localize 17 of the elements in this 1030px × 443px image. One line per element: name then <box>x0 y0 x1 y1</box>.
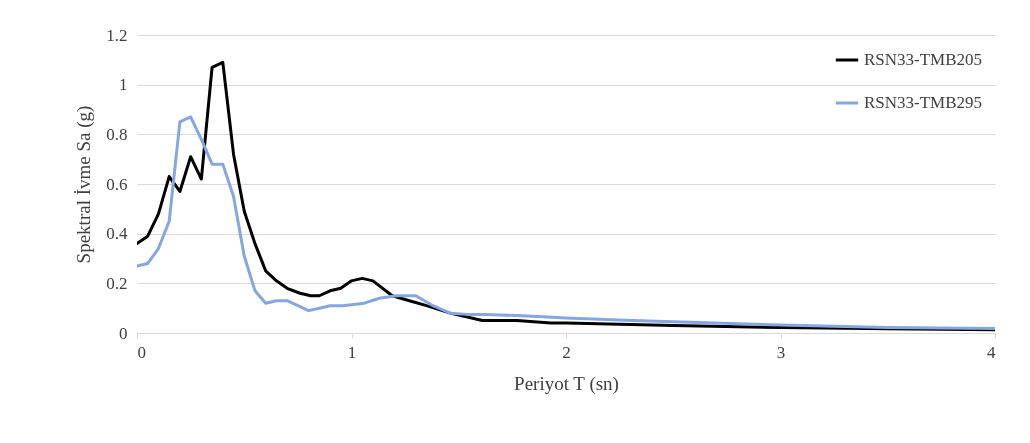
x-tick-label: 1 <box>347 342 357 362</box>
x-tick-label: 0 <box>137 342 146 362</box>
y-tick-label: 1 <box>119 75 128 95</box>
x-axis-title: Periyot T (sn) <box>514 372 619 395</box>
y-tick-label: 0.2 <box>106 273 128 293</box>
y-tick-label: 0.6 <box>106 174 128 194</box>
y-tick-label: 1.2 <box>106 25 128 45</box>
x-tick-label: 3 <box>776 342 786 362</box>
y-tick-label: 0.8 <box>106 124 128 144</box>
y-tick-label: 0.4 <box>106 224 128 244</box>
line-series <box>137 115 995 331</box>
x-tick-label: 2 <box>562 342 571 362</box>
legend-label: RSN33-TMB295 <box>864 93 983 112</box>
y-axis-title: Spektral İvme Sa (g) <box>73 105 96 264</box>
legend-label: RSN33-TMB205 <box>864 50 983 69</box>
x-tick-label: 4 <box>987 342 996 362</box>
y-tick-label: 0 <box>119 323 128 343</box>
